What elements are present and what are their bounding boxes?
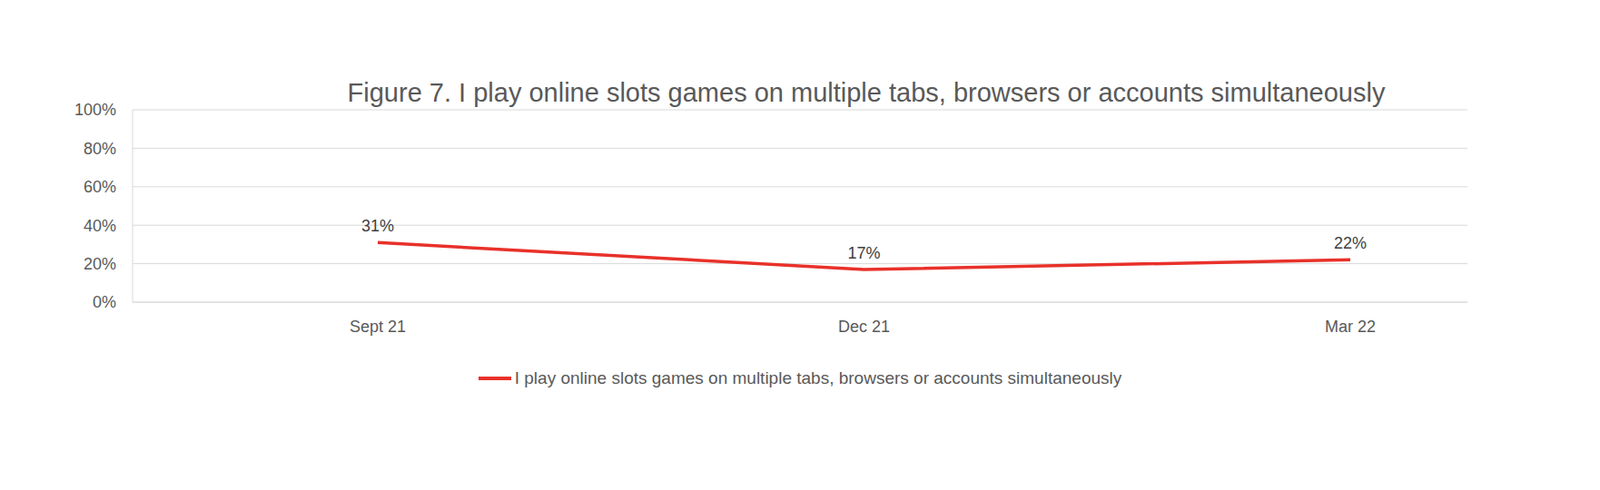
svg-text:Sept 21: Sept 21 xyxy=(349,317,406,336)
svg-text:0%: 0% xyxy=(92,293,117,312)
html-text:I play online slots games on m: I play online slots games on multiple ta… xyxy=(514,368,1122,388)
svg-text:17%: 17% xyxy=(847,244,880,263)
svg-text:40%: 40% xyxy=(83,217,117,236)
svg-text:60%: 60% xyxy=(83,177,117,197)
svg-text:20%: 20% xyxy=(83,255,117,274)
svg-text:Mar 22: Mar 22 xyxy=(1324,317,1376,336)
svg-text:80%: 80% xyxy=(83,139,117,159)
svg-text:31%: 31% xyxy=(361,217,395,236)
svg-text:Dec 21: Dec 21 xyxy=(838,317,890,336)
svg-text:100%: 100% xyxy=(74,100,117,119)
html-text:Figure 7. I play online slots: Figure 7. I play online slots games on m… xyxy=(347,78,1386,108)
svg-text:22%: 22% xyxy=(1333,234,1367,253)
